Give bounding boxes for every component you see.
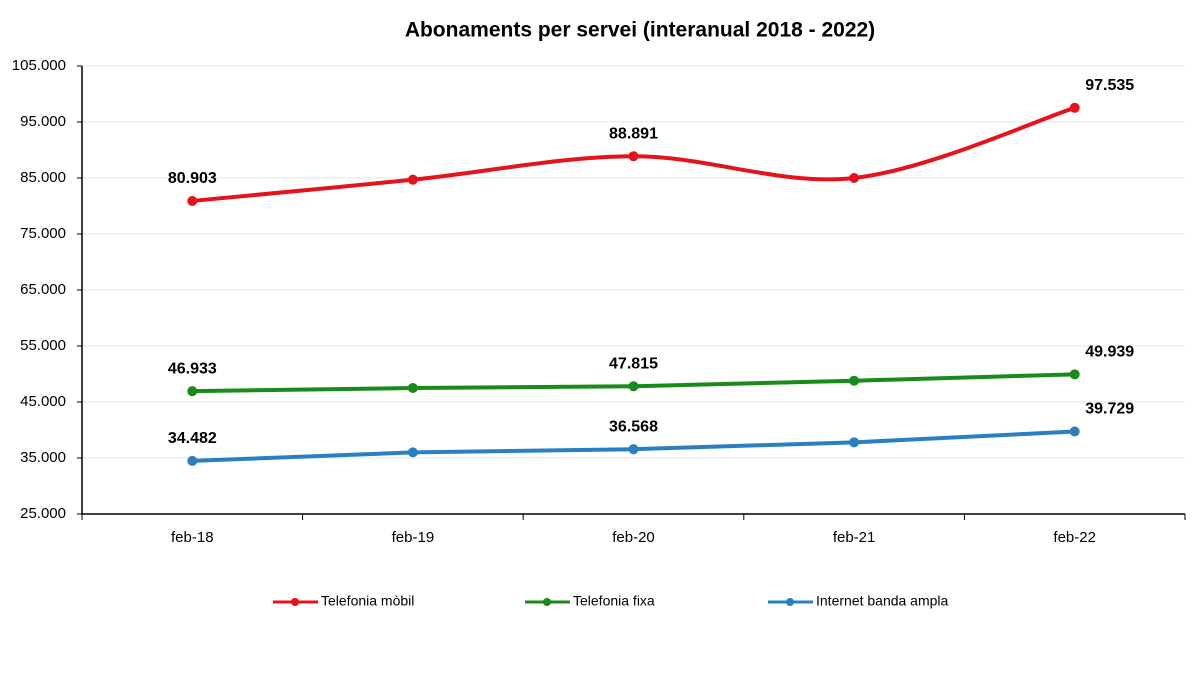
value-label: 80.903: [168, 170, 217, 187]
point: [1069, 426, 1080, 437]
value-label: 46.933: [168, 360, 217, 377]
value-label: 88.891: [609, 125, 658, 142]
point: [407, 447, 418, 458]
value-label: 36.568: [609, 418, 658, 435]
y-tick-label: 25.000: [20, 505, 66, 522]
x-tick-label: feb-21: [833, 529, 876, 546]
legend-label: Internet banda ampla: [816, 593, 949, 609]
x-tick-label: feb-19: [392, 529, 435, 546]
legend-marker: [543, 598, 551, 606]
legend-marker: [291, 598, 299, 606]
y-tick-label: 65.000: [20, 281, 66, 298]
y-tick-label: 35.000: [20, 449, 66, 466]
y-tick-label: 85.000: [20, 169, 66, 186]
point: [407, 174, 418, 185]
point: [628, 444, 639, 455]
y-tick-label: 55.000: [20, 337, 66, 354]
y-tick-label: 105.000: [12, 57, 66, 74]
y-tick-label: 95.000: [20, 113, 66, 130]
point: [187, 386, 198, 397]
value-label: 39.729: [1085, 401, 1134, 418]
point: [407, 383, 418, 393]
value-label: 49.939: [1085, 344, 1134, 361]
point: [628, 151, 639, 162]
y-tick-label: 75.000: [20, 225, 66, 242]
legend-label: Telefonia mòbil: [321, 593, 414, 609]
point: [187, 455, 198, 466]
x-tick-label: feb-18: [171, 529, 214, 546]
legend-marker: [786, 598, 794, 606]
chart-title: Abonaments per servei (interanual 2018 -…: [405, 19, 875, 42]
point: [187, 195, 198, 206]
x-tick-label: feb-22: [1053, 529, 1096, 546]
value-label: 97.535: [1085, 77, 1134, 94]
x-tick-label: feb-20: [612, 529, 655, 546]
point: [628, 381, 639, 392]
y-tick-label: 45.000: [20, 393, 66, 410]
point: [849, 437, 860, 448]
point: [849, 375, 860, 386]
value-label: 47.815: [609, 355, 658, 372]
point: [1069, 369, 1080, 380]
point: [849, 173, 860, 183]
legend-label: Telefonia fixa: [573, 593, 655, 609]
point: [1069, 102, 1080, 113]
value-label: 34.482: [168, 430, 217, 447]
